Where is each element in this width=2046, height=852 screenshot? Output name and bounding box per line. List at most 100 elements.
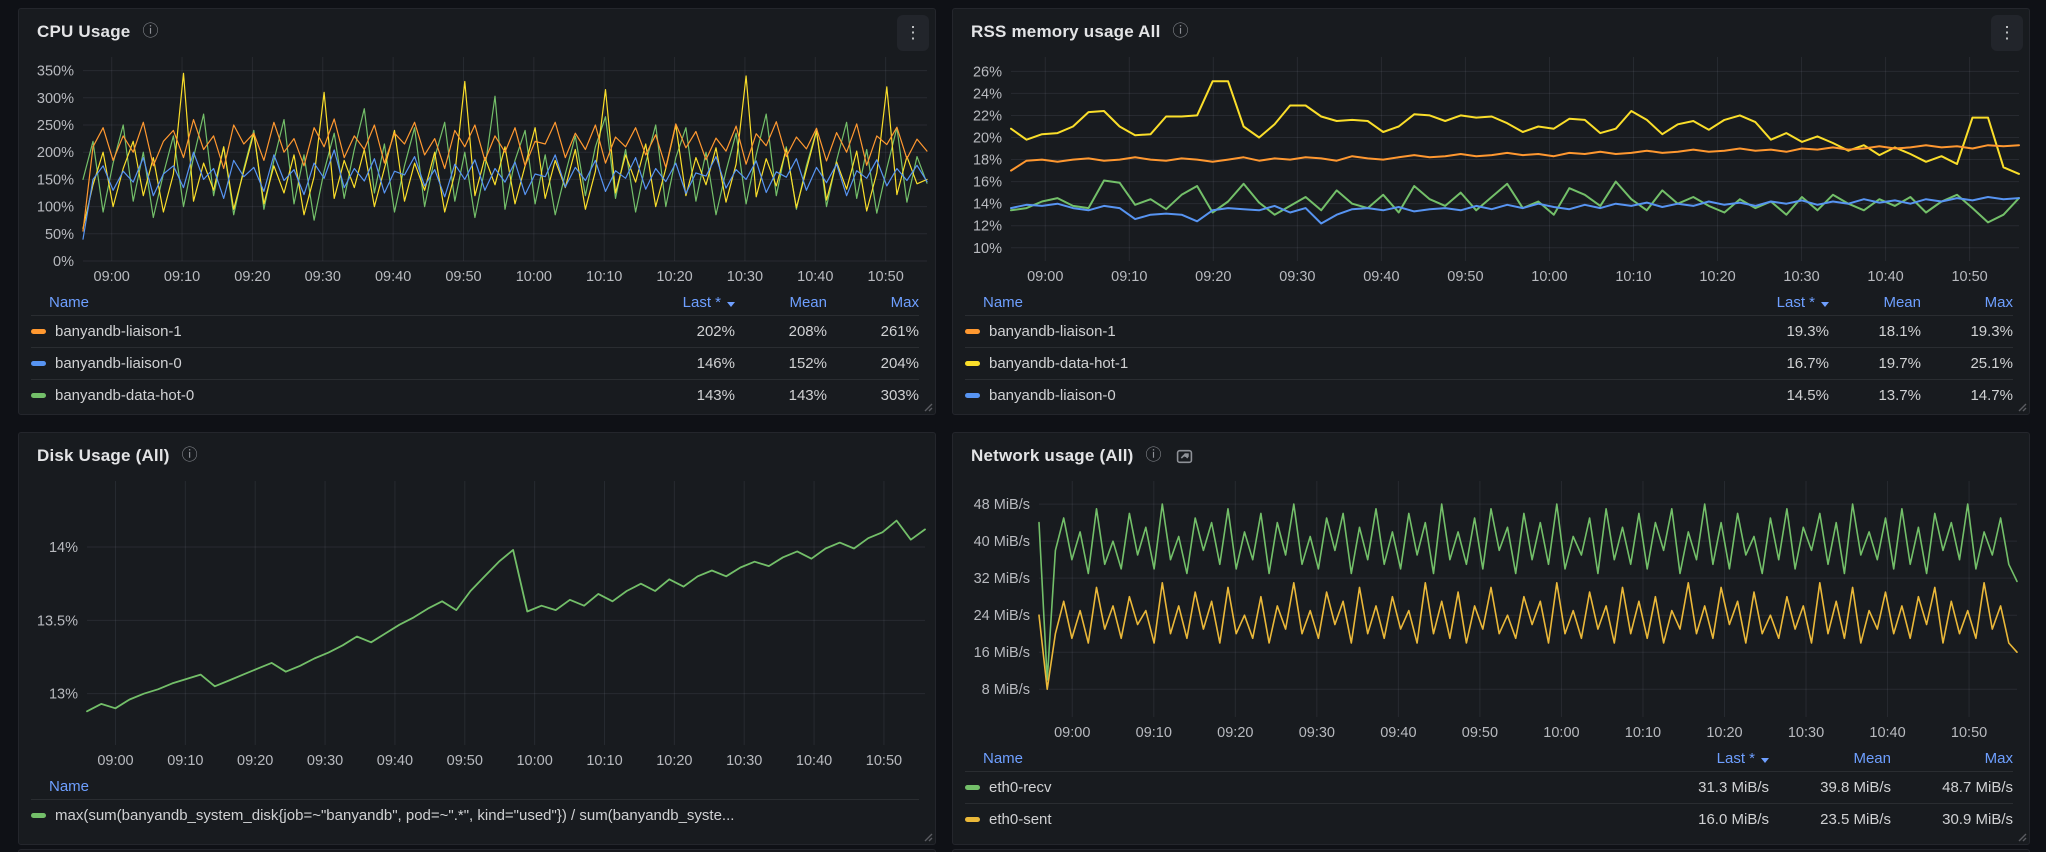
series-color-swatch[interactable]: [31, 361, 46, 366]
info-icon[interactable]: ⓘ: [142, 23, 159, 40]
series-last: 16.7%: [1786, 355, 1829, 372]
legend-header-name[interactable]: Name: [49, 777, 90, 795]
legend-row: banyandb-data-hot-1 16.7% 19.7% 25.1%: [965, 347, 2013, 379]
svg-text:200%: 200%: [37, 145, 74, 161]
series-name[interactable]: banyandb-data-hot-0: [55, 387, 195, 404]
panel-rss-memory: RSS memory usage All ⓘ ⋮ 26% 24% 22% 20% 18%…: [952, 8, 2030, 415]
series-max: 204%: [880, 355, 919, 372]
svg-text:10:30: 10:30: [727, 269, 763, 285]
svg-text:09:50: 09:50: [1462, 725, 1498, 741]
panel-disk-usage: Disk Usage (All) ⓘ 14% 13.5% 13% 09:00 09:10…: [18, 432, 936, 845]
series-max: 303%: [880, 387, 919, 404]
series-name[interactable]: max(sum(banyandb_system_disk{job=~"banya…: [55, 807, 735, 824]
svg-text:16%: 16%: [973, 175, 1002, 191]
panel-menu-button[interactable]: ⋮: [897, 15, 929, 51]
svg-text:8 MiB/s: 8 MiB/s: [982, 682, 1030, 698]
series-mean: 23.5 MiB/s: [1820, 811, 1891, 828]
legend-header-row: Name: [31, 773, 919, 799]
series-color-swatch[interactable]: [965, 817, 980, 822]
svg-text:10:00: 10:00: [1543, 725, 1579, 741]
svg-text:10:40: 10:40: [796, 753, 832, 769]
series-color-swatch[interactable]: [965, 329, 980, 334]
svg-text:300%: 300%: [37, 91, 74, 107]
series-name[interactable]: banyandb-liaison-1: [55, 323, 182, 340]
svg-text:10:40: 10:40: [1869, 725, 1905, 741]
panel-title[interactable]: RSS memory usage All: [971, 22, 1161, 41]
series-name[interactable]: eth0-sent: [989, 811, 1052, 828]
svg-text:0%: 0%: [53, 254, 74, 270]
legend-header-row: Name Last * Mean Max: [965, 745, 2013, 771]
svg-text:10:20: 10:20: [1706, 725, 1742, 741]
svg-text:32 MiB/s: 32 MiB/s: [974, 571, 1030, 587]
panel-resize-handle[interactable]: [921, 830, 933, 842]
series-max: 30.9 MiB/s: [1942, 811, 2013, 828]
panel-menu-button[interactable]: ⋮: [1991, 15, 2023, 51]
svg-text:09:50: 09:50: [1447, 269, 1483, 285]
series-mean: 143%: [788, 387, 827, 404]
legend-header-last[interactable]: Last *: [643, 294, 735, 311]
panel-header: Network usage (All) ⓘ: [953, 433, 2029, 471]
series-name[interactable]: banyandb-liaison-1: [989, 323, 1116, 340]
series-color-swatch[interactable]: [31, 813, 46, 818]
series-name[interactable]: banyandb-data-hot-1: [989, 355, 1129, 372]
legend-header-max[interactable]: Max: [1984, 293, 2013, 311]
panel-header: RSS memory usage All ⓘ ⋮: [953, 9, 2029, 51]
legend-row: banyandb-liaison-1 19.3% 18.1% 19.3%: [965, 315, 2013, 347]
legend-header-name[interactable]: Name: [983, 293, 1024, 311]
series-last: 16.0 MiB/s: [1698, 811, 1769, 828]
panel-title[interactable]: CPU Usage: [37, 22, 131, 41]
panel-resize-handle[interactable]: [2015, 830, 2027, 842]
legend-header-row: Name Last * Mean Max: [31, 289, 919, 315]
svg-text:22%: 22%: [973, 108, 1002, 124]
panel-cpu-usage: CPU Usage ⓘ ⋮ 350% 300% 250% 200% 150% 100% 50…: [18, 8, 936, 415]
svg-text:10:40: 10:40: [797, 269, 833, 285]
legend-header-last[interactable]: Last *: [1737, 294, 1829, 311]
svg-text:10:20: 10:20: [1699, 269, 1735, 285]
series-color-swatch[interactable]: [965, 785, 980, 790]
info-icon[interactable]: ⓘ: [181, 447, 198, 464]
network-usage-chart[interactable]: 48 MiB/s 40 MiB/s 32 MiB/s 24 MiB/s 16 MiB/s…: [953, 471, 2029, 743]
legend-header-name[interactable]: Name: [983, 749, 1024, 767]
legend-header-mean[interactable]: Mean: [789, 293, 827, 311]
series-color-swatch[interactable]: [31, 329, 46, 334]
svg-text:10:10: 10:10: [1625, 725, 1661, 741]
series-mean: 152%: [788, 355, 827, 372]
panel-title[interactable]: Network usage (All): [971, 446, 1134, 465]
panel-title[interactable]: Disk Usage (All): [37, 446, 170, 465]
series-name[interactable]: banyandb-liaison-0: [989, 387, 1116, 404]
svg-text:09:40: 09:40: [377, 753, 413, 769]
svg-text:24%: 24%: [973, 86, 1002, 102]
disk-usage-chart[interactable]: 14% 13.5% 13% 09:00 09:10 09:20 09:30 09:40 09:5…: [19, 471, 935, 771]
panel-resize-handle[interactable]: [2015, 400, 2027, 412]
legend-header-name[interactable]: Name: [49, 293, 90, 311]
svg-text:12%: 12%: [973, 219, 1002, 235]
info-icon[interactable]: ⓘ: [1145, 447, 1162, 464]
rss-memory-chart[interactable]: 26% 24% 22% 20% 18% 16% 14% 12% 10% 09:00 09:10 09:…: [953, 47, 2029, 287]
panel-resize-handle[interactable]: [921, 400, 933, 412]
series-color-swatch[interactable]: [965, 393, 980, 398]
svg-text:09:00: 09:00: [94, 269, 130, 285]
legend-header-last[interactable]: Last *: [1647, 750, 1769, 767]
svg-text:250%: 250%: [37, 118, 74, 134]
info-icon[interactable]: ⓘ: [1172, 23, 1189, 40]
panel-network-usage: Network usage (All) ⓘ 48 MiB/s 40 MiB/s 32…: [952, 432, 2030, 845]
svg-text:10:30: 10:30: [1783, 269, 1819, 285]
series-name[interactable]: banyandb-liaison-0: [55, 355, 182, 372]
svg-text:10%: 10%: [973, 241, 1002, 257]
series-color-swatch[interactable]: [965, 361, 980, 366]
legend-header-max[interactable]: Max: [1984, 749, 2013, 767]
svg-text:18%: 18%: [973, 153, 1002, 169]
series-color-swatch[interactable]: [31, 393, 46, 398]
legend-header-mean[interactable]: Mean: [1853, 749, 1891, 767]
legend-row: banyandb-liaison-1 202% 208% 261%: [31, 315, 919, 347]
series-name[interactable]: eth0-recv: [989, 779, 1052, 796]
series-max: 261%: [880, 323, 919, 340]
svg-text:10:00: 10:00: [516, 269, 552, 285]
legend: Name Last * Mean Max banyandb-liaison-1 …: [19, 287, 935, 414]
cpu-usage-chart[interactable]: 350% 300% 250% 200% 150% 100% 50% 0% 09:00 09:10 0…: [19, 47, 935, 287]
legend-header-max[interactable]: Max: [890, 293, 919, 311]
svg-text:24 MiB/s: 24 MiB/s: [974, 608, 1030, 624]
series-mean: 18.1%: [1878, 323, 1921, 340]
legend-header-mean[interactable]: Mean: [1883, 293, 1921, 311]
panel-links-icon[interactable]: [1176, 448, 1193, 465]
